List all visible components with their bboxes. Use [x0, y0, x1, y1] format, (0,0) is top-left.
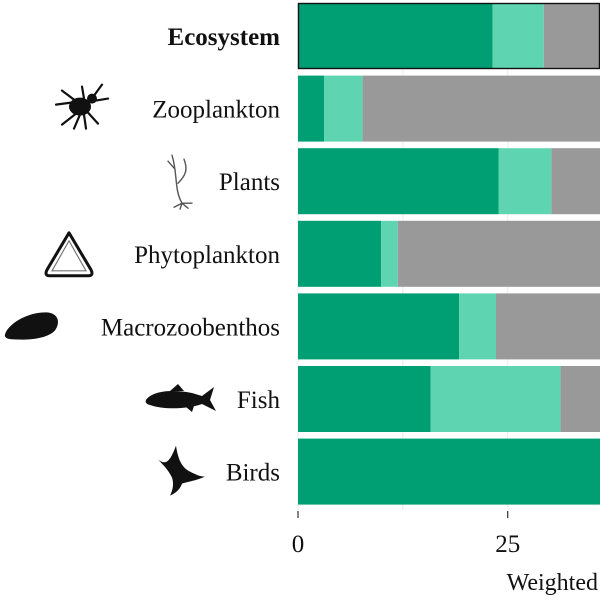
fish-icon	[145, 384, 216, 412]
bar-segment	[298, 366, 431, 432]
x-tick-label: 25	[495, 531, 520, 558]
bar-segment	[543, 3, 600, 69]
bird-icon	[158, 445, 205, 496]
category-icons	[4, 83, 216, 496]
bar-segment	[324, 75, 363, 142]
mussel-icon	[4, 312, 58, 340]
bar-segment	[498, 148, 552, 215]
x-axis: Weighted 0 25	[292, 511, 598, 596]
bar-segment	[495, 293, 600, 360]
category-label: Zooplankton	[152, 97, 280, 124]
bar-segment	[430, 366, 561, 432]
bars	[298, 3, 600, 505]
category-label: Phytoplankton	[134, 242, 280, 269]
x-axis-title: Weighted	[507, 570, 598, 596]
bar-segment	[492, 3, 544, 69]
x-tick-label: 0	[292, 531, 305, 558]
category-label: Ecosystem	[168, 24, 281, 51]
bar-segment	[298, 220, 382, 287]
bar-segment	[551, 148, 600, 215]
category-label: Fish	[237, 387, 281, 414]
bar-segment	[298, 75, 325, 142]
bar-segment	[459, 293, 496, 360]
zooplankton-icon	[54, 83, 110, 130]
bar-segment	[362, 75, 600, 142]
bar-segment	[381, 220, 398, 287]
category-labels: Ecosystem Zooplankton Plants Phytoplankton M…	[101, 24, 281, 487]
category-label: Macrozoobenthos	[101, 314, 280, 341]
bar-segment	[298, 293, 460, 360]
bar-segment	[298, 148, 499, 215]
bar-segment	[560, 366, 600, 432]
category-label: Plants	[219, 169, 280, 196]
category-label: Birds	[226, 460, 280, 487]
phytoplankton-icon	[44, 231, 94, 278]
bar-segment	[298, 3, 493, 69]
bar-segment	[397, 220, 600, 287]
bar-segment	[298, 438, 600, 505]
plant-icon	[167, 154, 193, 210]
